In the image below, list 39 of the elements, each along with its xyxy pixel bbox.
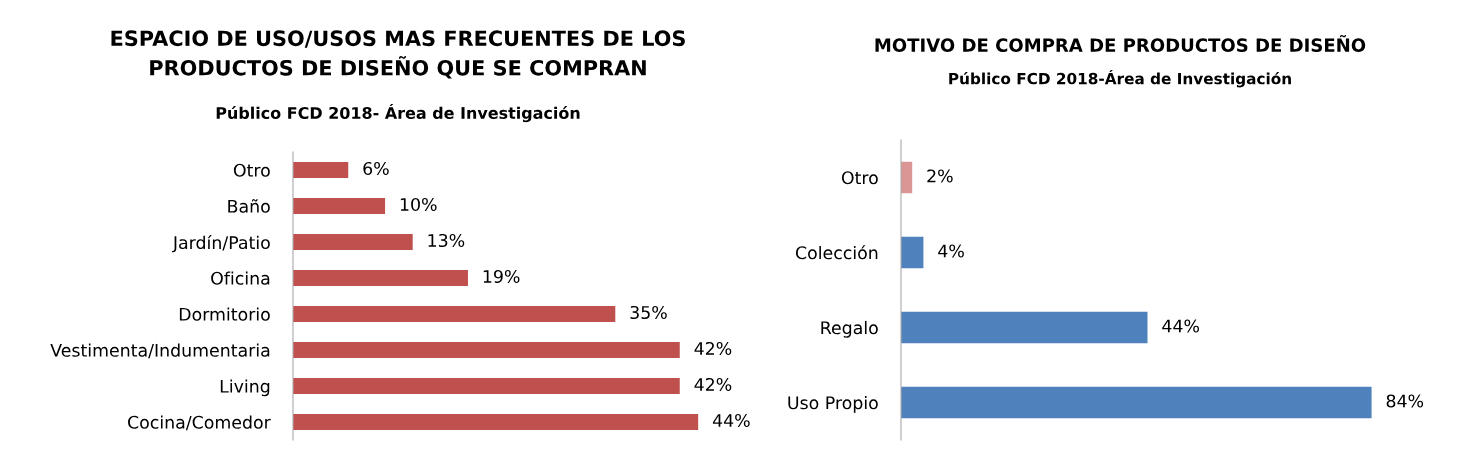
y-tick-label: Oficina [211,271,270,285]
bar [901,236,924,269]
data-label: 44% [1162,319,1200,333]
bar [901,311,1148,344]
y-tick-label: Dormitorio [179,307,270,321]
y-tick-label: Living [220,379,270,397]
y-tick-label: Vestimenta/Indumentaria [50,343,270,359]
data-label: 84% [1386,394,1424,408]
data-label: 10% [400,197,437,212]
y-tick-label: Jardín/Patio [172,234,270,253]
data-label: 13% [428,233,465,248]
data-label: 6% [363,161,389,176]
bar [293,413,699,431]
chart-title: MOTIVO DE COMPRA DE PRODUCTOS DE DISEÑO [875,35,1366,52]
bar [293,197,386,215]
bar [293,161,349,179]
y-tick-label: Baño [228,199,270,213]
bar [293,233,413,251]
bar [293,341,680,359]
y-tick-label: Cocina/Comedor [128,415,271,431]
data-label: 42% [694,341,732,356]
bar [293,377,680,395]
data-label: 2% [927,169,953,183]
y-tick-label: Otro [233,163,270,177]
chart-subtitle: Público FCD 2018-Área de Investigación [949,70,1291,88]
y-tick-label: Uso Propio [788,395,878,413]
y-tick-label: Regalo [821,320,878,338]
bar [293,305,616,323]
data-label: 42% [694,377,732,392]
chart-subtitle: Público FCD 2018- Área de Investigación [216,104,580,123]
bar [293,269,468,287]
y-tick-label: Otro [841,171,878,185]
data-label: 4% [938,244,964,258]
bar [901,386,1372,419]
chart-title: ESPACIO DE USO/USOS MAS FRECUENTES DE LOS PRODUCTOS DE DISEÑO QUE SE COMPRAN [111,30,685,79]
y-tick-label: Colección [795,245,878,260]
data-label: 35% [630,305,667,320]
data-label: 44% [712,413,750,428]
data-label: 19% [483,269,520,284]
